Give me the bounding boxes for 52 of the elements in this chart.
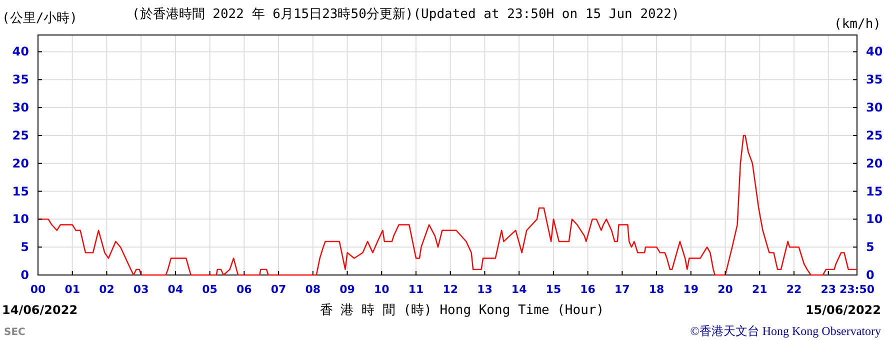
- y-tick-label: 10: [12, 212, 29, 226]
- y-tick-label: 0: [20, 268, 29, 282]
- y-tick-label: 5: [20, 240, 29, 254]
- y-tick-label: 15: [12, 184, 29, 198]
- y2-tick-label: 35: [866, 72, 883, 87]
- y2-tick-label: 25: [866, 128, 883, 142]
- x-tick-label: 19: [683, 283, 699, 296]
- x-tick-label: 04: [168, 283, 184, 296]
- y2-tick-label: 20: [866, 156, 883, 170]
- x-tick-label: 17: [614, 283, 630, 296]
- x-tick-label: 15: [546, 283, 562, 296]
- y-tick-label: 25: [12, 128, 29, 142]
- x-tick-label: 20: [718, 283, 734, 296]
- y2-axis-title: (km/h): [834, 17, 881, 32]
- x-tick-label: 00: [30, 283, 46, 296]
- text: 14/06/2022: [2, 303, 78, 317]
- x-tick-label: 01: [64, 283, 80, 296]
- x-tick-label: 02: [99, 283, 114, 296]
- y2-tick-label: 40: [866, 44, 883, 59]
- x-tick-label: 21: [752, 283, 768, 296]
- x-tick-label: 12: [442, 283, 458, 296]
- x-tick-label: 14: [511, 283, 528, 296]
- x-tick-label: 23:50: [839, 283, 875, 296]
- text: 15/06/2022: [805, 303, 881, 317]
- y-tick-label: 30: [12, 100, 29, 115]
- line-series: [37, 134, 858, 276]
- text: ©香港天文台 Hong Kong Observatory: [690, 324, 881, 338]
- chart-title: (於香港時間 2022 年 6月15日23時50分更新)(Updated at 23:50H on 15 Jun 2022): [132, 7, 680, 22]
- y-tick-label: 40: [12, 44, 29, 59]
- x-tick-label: 23: [820, 283, 836, 296]
- x-tick-label: 10: [374, 283, 390, 296]
- x-tick-label: 07: [270, 283, 286, 296]
- y2-tick-label: 30: [866, 100, 883, 115]
- x-tick-label: 05: [202, 283, 218, 296]
- x-axis-title: 香 港 時 間 (時) Hong Kong Time (Hour): [320, 303, 604, 318]
- y-tick-label: 35: [12, 72, 29, 87]
- x-tick-label: 06: [236, 283, 252, 296]
- x-tick-label: 22: [786, 283, 802, 296]
- x-tick-label: 08: [305, 283, 321, 296]
- y-axis-title: (公里/小時): [2, 11, 78, 26]
- x-tick-label: 09: [340, 283, 355, 296]
- y-tick-label: 20: [12, 156, 29, 170]
- y2-tick-label: 10: [866, 212, 883, 226]
- x-tick-label: 16: [580, 283, 596, 296]
- x-tick-label: 03: [133, 283, 149, 296]
- text: SEC: [4, 327, 26, 338]
- x-tick-label: 11: [408, 283, 424, 296]
- y2-tick-label: 0: [866, 268, 874, 282]
- y2-tick-label: 5: [866, 240, 874, 254]
- x-tick-label: 13: [477, 283, 492, 296]
- y2-tick-label: 15: [866, 184, 883, 198]
- x-tick-label: 18: [648, 283, 664, 296]
